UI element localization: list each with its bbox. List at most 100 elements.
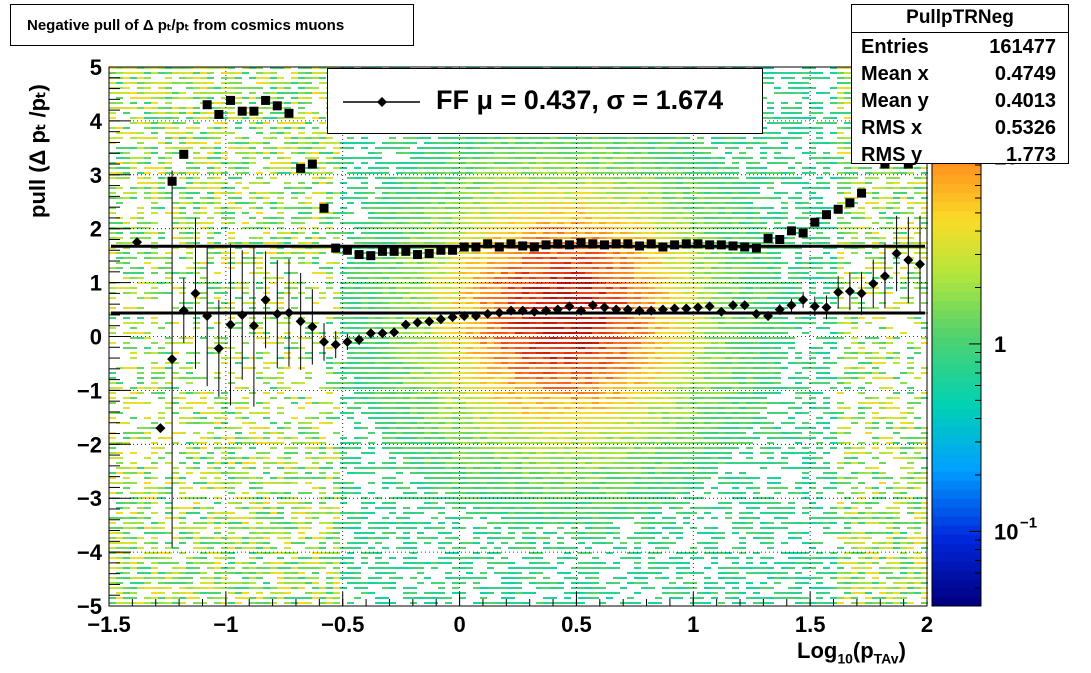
heatmap-cell bbox=[333, 167, 340, 169]
heatmap-cell bbox=[256, 82, 263, 84]
heatmap-cell bbox=[305, 597, 312, 599]
heatmap-cell bbox=[431, 262, 438, 264]
heatmap-cell bbox=[368, 212, 375, 214]
heatmap-cell bbox=[480, 577, 487, 579]
heatmap-cell bbox=[501, 137, 508, 139]
heatmap-cell bbox=[354, 332, 361, 334]
heatmap-cell bbox=[389, 297, 396, 299]
heatmap-cell bbox=[298, 422, 305, 424]
heatmap-cell bbox=[452, 477, 459, 479]
heatmap-cell bbox=[466, 567, 473, 569]
heatmap-cell bbox=[480, 407, 487, 409]
heatmap-cell bbox=[389, 237, 396, 239]
heatmap-cell bbox=[249, 297, 256, 299]
heatmap-cell bbox=[445, 562, 452, 564]
heatmap-cell bbox=[361, 502, 368, 504]
heatmap-cell bbox=[438, 562, 445, 564]
heatmap-cell bbox=[256, 577, 263, 579]
heatmap-cell bbox=[438, 532, 445, 534]
heatmap-cell bbox=[130, 187, 137, 189]
heatmap-cell bbox=[466, 227, 473, 229]
heatmap-cell bbox=[123, 192, 130, 194]
heatmap-cell bbox=[508, 582, 515, 584]
heatmap-cell bbox=[123, 177, 130, 179]
heatmap-cell bbox=[438, 402, 445, 404]
heatmap-cell bbox=[410, 392, 417, 394]
heatmap-cell bbox=[487, 557, 494, 559]
heatmap-cell bbox=[179, 217, 186, 219]
heatmap-cell bbox=[494, 437, 501, 439]
heatmap-cell bbox=[158, 347, 165, 349]
heatmap-cell bbox=[214, 67, 221, 69]
heatmap-cell bbox=[396, 432, 403, 434]
heatmap-cell bbox=[270, 562, 277, 564]
heatmap-cell bbox=[270, 532, 277, 534]
heatmap-cell bbox=[193, 117, 200, 119]
heatmap-cell bbox=[368, 347, 375, 349]
heatmap-cell bbox=[389, 502, 396, 504]
heatmap-cell bbox=[452, 492, 459, 494]
heatmap-cell bbox=[466, 297, 473, 299]
heatmap-cell bbox=[508, 192, 515, 194]
heatmap-cell bbox=[242, 462, 249, 464]
heatmap-cell bbox=[228, 162, 235, 164]
heatmap-cell bbox=[319, 67, 326, 69]
heatmap-cell bbox=[501, 522, 508, 524]
heatmap-cell bbox=[403, 237, 410, 239]
heatmap-cell bbox=[256, 487, 263, 489]
heatmap-cell bbox=[200, 517, 207, 519]
heatmap-cell bbox=[354, 142, 361, 144]
heatmap-cell bbox=[109, 377, 116, 379]
heatmap-cell bbox=[214, 542, 221, 544]
heatmap-cell bbox=[298, 337, 305, 339]
heatmap-cell bbox=[410, 567, 417, 569]
heatmap-cell bbox=[438, 172, 445, 174]
heatmap-cell bbox=[144, 182, 151, 184]
heatmap-cell bbox=[473, 407, 480, 409]
heatmap-cell bbox=[382, 587, 389, 589]
heatmap-cell bbox=[228, 72, 235, 74]
heatmap-cell bbox=[473, 307, 480, 309]
heatmap-cell bbox=[137, 522, 144, 524]
heatmap-cell bbox=[382, 262, 389, 264]
heatmap-cell bbox=[144, 332, 151, 334]
heatmap-cell bbox=[459, 367, 466, 369]
heatmap-cell bbox=[123, 557, 130, 559]
heatmap-cell bbox=[263, 352, 270, 354]
heatmap-cell bbox=[347, 487, 354, 489]
heatmap-cell bbox=[291, 477, 298, 479]
heatmap-cell bbox=[158, 257, 165, 259]
heatmap-cell bbox=[473, 182, 480, 184]
heatmap-cell bbox=[410, 237, 417, 239]
heatmap-cell bbox=[186, 392, 193, 394]
heatmap-cell bbox=[438, 167, 445, 169]
heatmap-cell bbox=[354, 542, 361, 544]
heatmap-cell bbox=[263, 122, 270, 124]
heatmap-cell bbox=[158, 112, 165, 114]
heatmap-cell bbox=[193, 282, 200, 284]
heatmap-cell bbox=[186, 247, 193, 249]
heatmap-cell bbox=[396, 277, 403, 279]
heatmap-cell bbox=[221, 407, 228, 409]
heatmap-cell bbox=[389, 532, 396, 534]
heatmap-cell bbox=[228, 357, 235, 359]
heatmap-cell bbox=[522, 287, 529, 289]
heatmap-cell bbox=[417, 237, 424, 239]
heatmap-cell bbox=[354, 572, 361, 574]
heatmap-cell bbox=[109, 227, 116, 229]
heatmap-cell bbox=[375, 297, 382, 299]
heatmap-cell bbox=[193, 322, 200, 324]
heatmap-cell bbox=[340, 287, 347, 289]
heatmap-cell bbox=[382, 377, 389, 379]
heatmap-cell bbox=[263, 152, 270, 154]
heatmap-cell bbox=[284, 262, 291, 264]
heatmap-cell bbox=[179, 452, 186, 454]
heatmap-cell bbox=[249, 412, 256, 414]
heatmap-cell bbox=[116, 452, 123, 454]
heatmap-cell bbox=[263, 242, 270, 244]
heatmap-cell bbox=[270, 87, 277, 89]
heatmap-cell bbox=[242, 587, 249, 589]
heatmap-cell bbox=[354, 372, 361, 374]
heatmap-cell bbox=[235, 147, 242, 149]
heatmap-cell bbox=[522, 202, 529, 204]
